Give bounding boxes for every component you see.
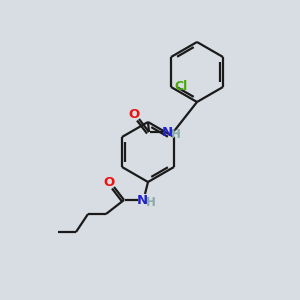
Text: Cl: Cl [174, 80, 187, 92]
Text: H: H [146, 196, 156, 209]
Text: O: O [103, 176, 115, 188]
Text: N: N [161, 125, 172, 139]
Text: O: O [128, 107, 140, 121]
Text: N: N [136, 194, 148, 206]
Text: H: H [171, 128, 181, 142]
